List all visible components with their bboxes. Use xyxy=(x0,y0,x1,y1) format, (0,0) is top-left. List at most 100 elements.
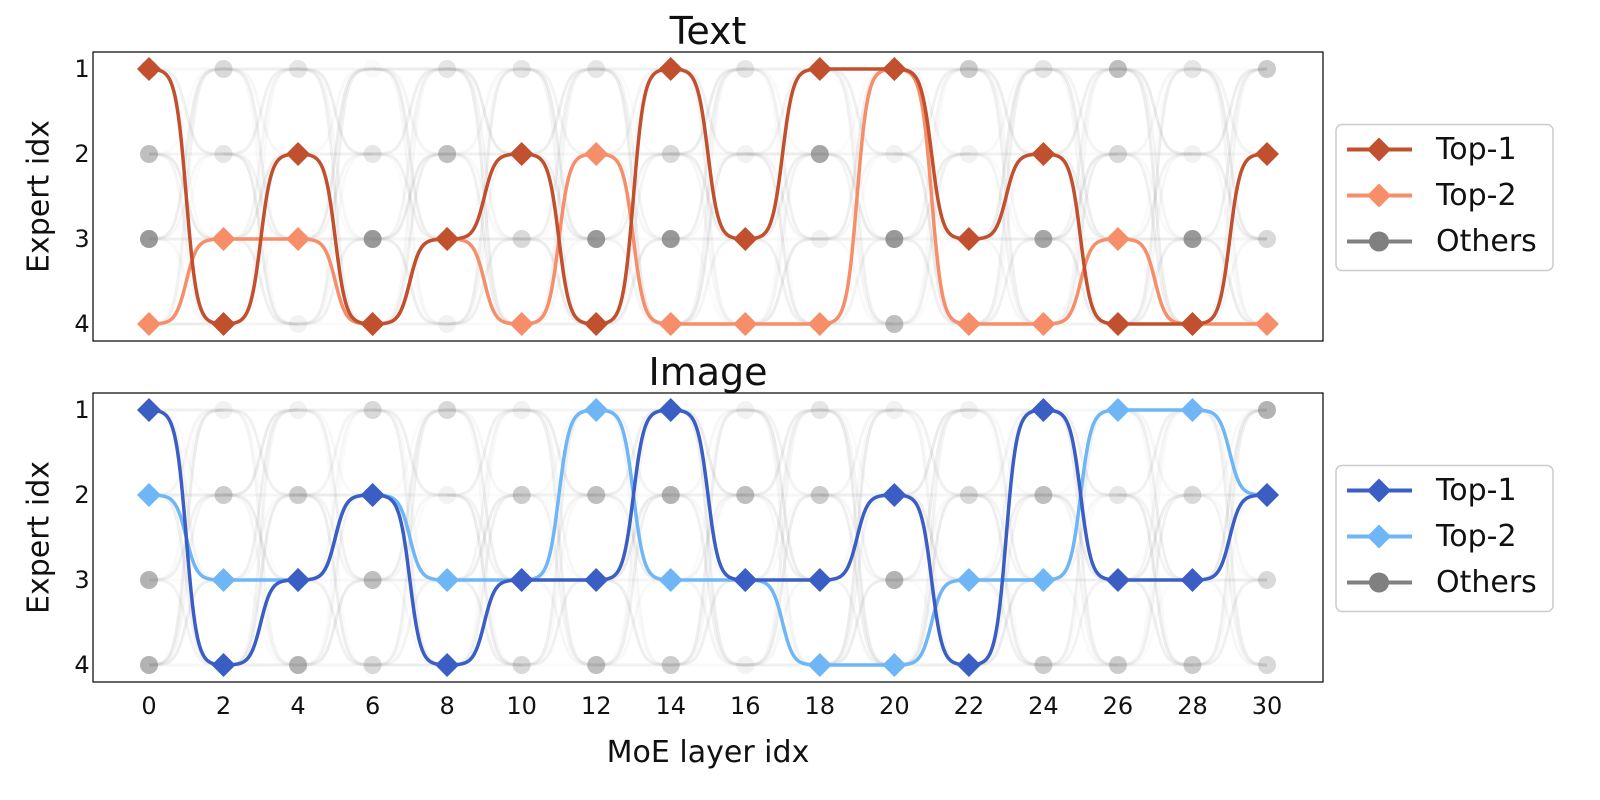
legend-box xyxy=(1335,464,1554,613)
x-tick-label: 16 xyxy=(730,692,761,720)
others-point xyxy=(1258,230,1276,248)
others-point xyxy=(885,230,904,248)
series-point-top2 xyxy=(956,312,981,336)
others-point xyxy=(214,486,233,504)
others-line xyxy=(298,67,373,156)
others-line xyxy=(372,67,448,326)
others-point xyxy=(661,486,680,504)
others-line xyxy=(521,408,597,497)
series-point-top1 xyxy=(584,568,609,592)
others-point xyxy=(885,145,904,163)
others-line xyxy=(148,408,224,582)
series-point-top2 xyxy=(435,568,460,592)
others-point xyxy=(140,656,158,674)
others-point xyxy=(1183,656,1202,674)
series-point-top2 xyxy=(658,312,683,336)
others-point xyxy=(1108,486,1127,504)
others-point xyxy=(587,60,606,78)
series-point-top1 xyxy=(1255,142,1279,166)
others-line xyxy=(1043,493,1118,667)
others-line xyxy=(1043,67,1118,241)
others-line xyxy=(670,152,746,241)
series-point-top1 xyxy=(882,57,907,81)
others-point xyxy=(587,486,606,504)
others-line xyxy=(1117,408,1193,497)
others-line xyxy=(297,67,373,326)
x-tick-label: 8 xyxy=(439,692,454,720)
series-point-top2 xyxy=(211,568,236,592)
series-point-top1 xyxy=(211,312,236,336)
others-point xyxy=(661,145,680,163)
series-point-top1 xyxy=(584,312,609,336)
series-point-top1 xyxy=(509,568,534,592)
series-point-top2 xyxy=(807,312,832,336)
chart-title: Image xyxy=(648,350,767,394)
y-tick-label: 4 xyxy=(74,310,89,338)
others-line xyxy=(521,67,597,156)
others-line xyxy=(1117,67,1193,156)
chart-panel-0: Text Expert idx 1 2 3 4 Top-1 Top-2 Others xyxy=(22,9,1554,342)
y-tick-label: 4 xyxy=(74,651,89,679)
series-point-top2 xyxy=(733,312,758,336)
others-line xyxy=(1117,67,1193,326)
others-line xyxy=(819,408,895,582)
others-line xyxy=(670,67,746,326)
others-point xyxy=(438,145,457,163)
others-point xyxy=(363,230,382,248)
others-point xyxy=(661,656,680,674)
others-line xyxy=(596,578,671,667)
legend-label: Top-1 xyxy=(1435,132,1517,167)
others-point xyxy=(1108,60,1127,78)
others-line xyxy=(894,408,969,497)
series-point-top1 xyxy=(1180,568,1205,592)
others-line xyxy=(894,493,969,582)
series-point-top1 xyxy=(211,653,236,677)
others-line xyxy=(149,69,224,154)
x-tick-label: 0 xyxy=(141,692,156,720)
others-point xyxy=(214,145,233,163)
series-point-top1 xyxy=(1031,398,1056,422)
others-line xyxy=(1117,152,1193,241)
series-point-top2 xyxy=(1180,398,1205,422)
others-point xyxy=(1108,145,1127,163)
others-line xyxy=(372,67,448,241)
others-point xyxy=(1258,60,1276,78)
legend-label: Top-1 xyxy=(1435,473,1517,508)
plot-frame xyxy=(92,51,1324,342)
others-point xyxy=(1183,145,1202,163)
others-line xyxy=(1192,493,1268,667)
series-point-top1 xyxy=(137,398,161,422)
series-line-top1 xyxy=(148,408,1268,667)
others-point xyxy=(140,230,158,248)
others-line xyxy=(447,67,522,156)
others-point xyxy=(512,486,531,504)
series-point-top2 xyxy=(807,653,832,677)
legend-label: Others xyxy=(1436,224,1537,259)
others-point xyxy=(438,401,457,419)
others-line xyxy=(447,408,522,497)
others-line xyxy=(298,578,373,667)
y-axis-label: Expert idx xyxy=(22,120,57,273)
series-point-top1 xyxy=(658,57,683,81)
others-point xyxy=(140,571,158,589)
series-point-top1 xyxy=(286,142,311,166)
series-point-top1 xyxy=(956,227,981,251)
others-line xyxy=(521,67,597,241)
others-line xyxy=(447,408,522,497)
others-point xyxy=(587,656,606,674)
series-point-top2 xyxy=(584,142,609,166)
others-line xyxy=(148,67,224,241)
y-tick-label: 1 xyxy=(74,396,89,424)
legend-label: Others xyxy=(1436,565,1537,600)
others-line xyxy=(1192,67,1268,241)
others-point xyxy=(512,230,531,248)
series-point-top1 xyxy=(509,142,534,166)
chart-title: Text xyxy=(669,9,747,53)
others-point xyxy=(736,656,755,674)
others-line xyxy=(521,408,597,667)
others-line xyxy=(596,493,671,667)
y-tick-label: 3 xyxy=(74,225,89,253)
others-line xyxy=(820,69,895,154)
